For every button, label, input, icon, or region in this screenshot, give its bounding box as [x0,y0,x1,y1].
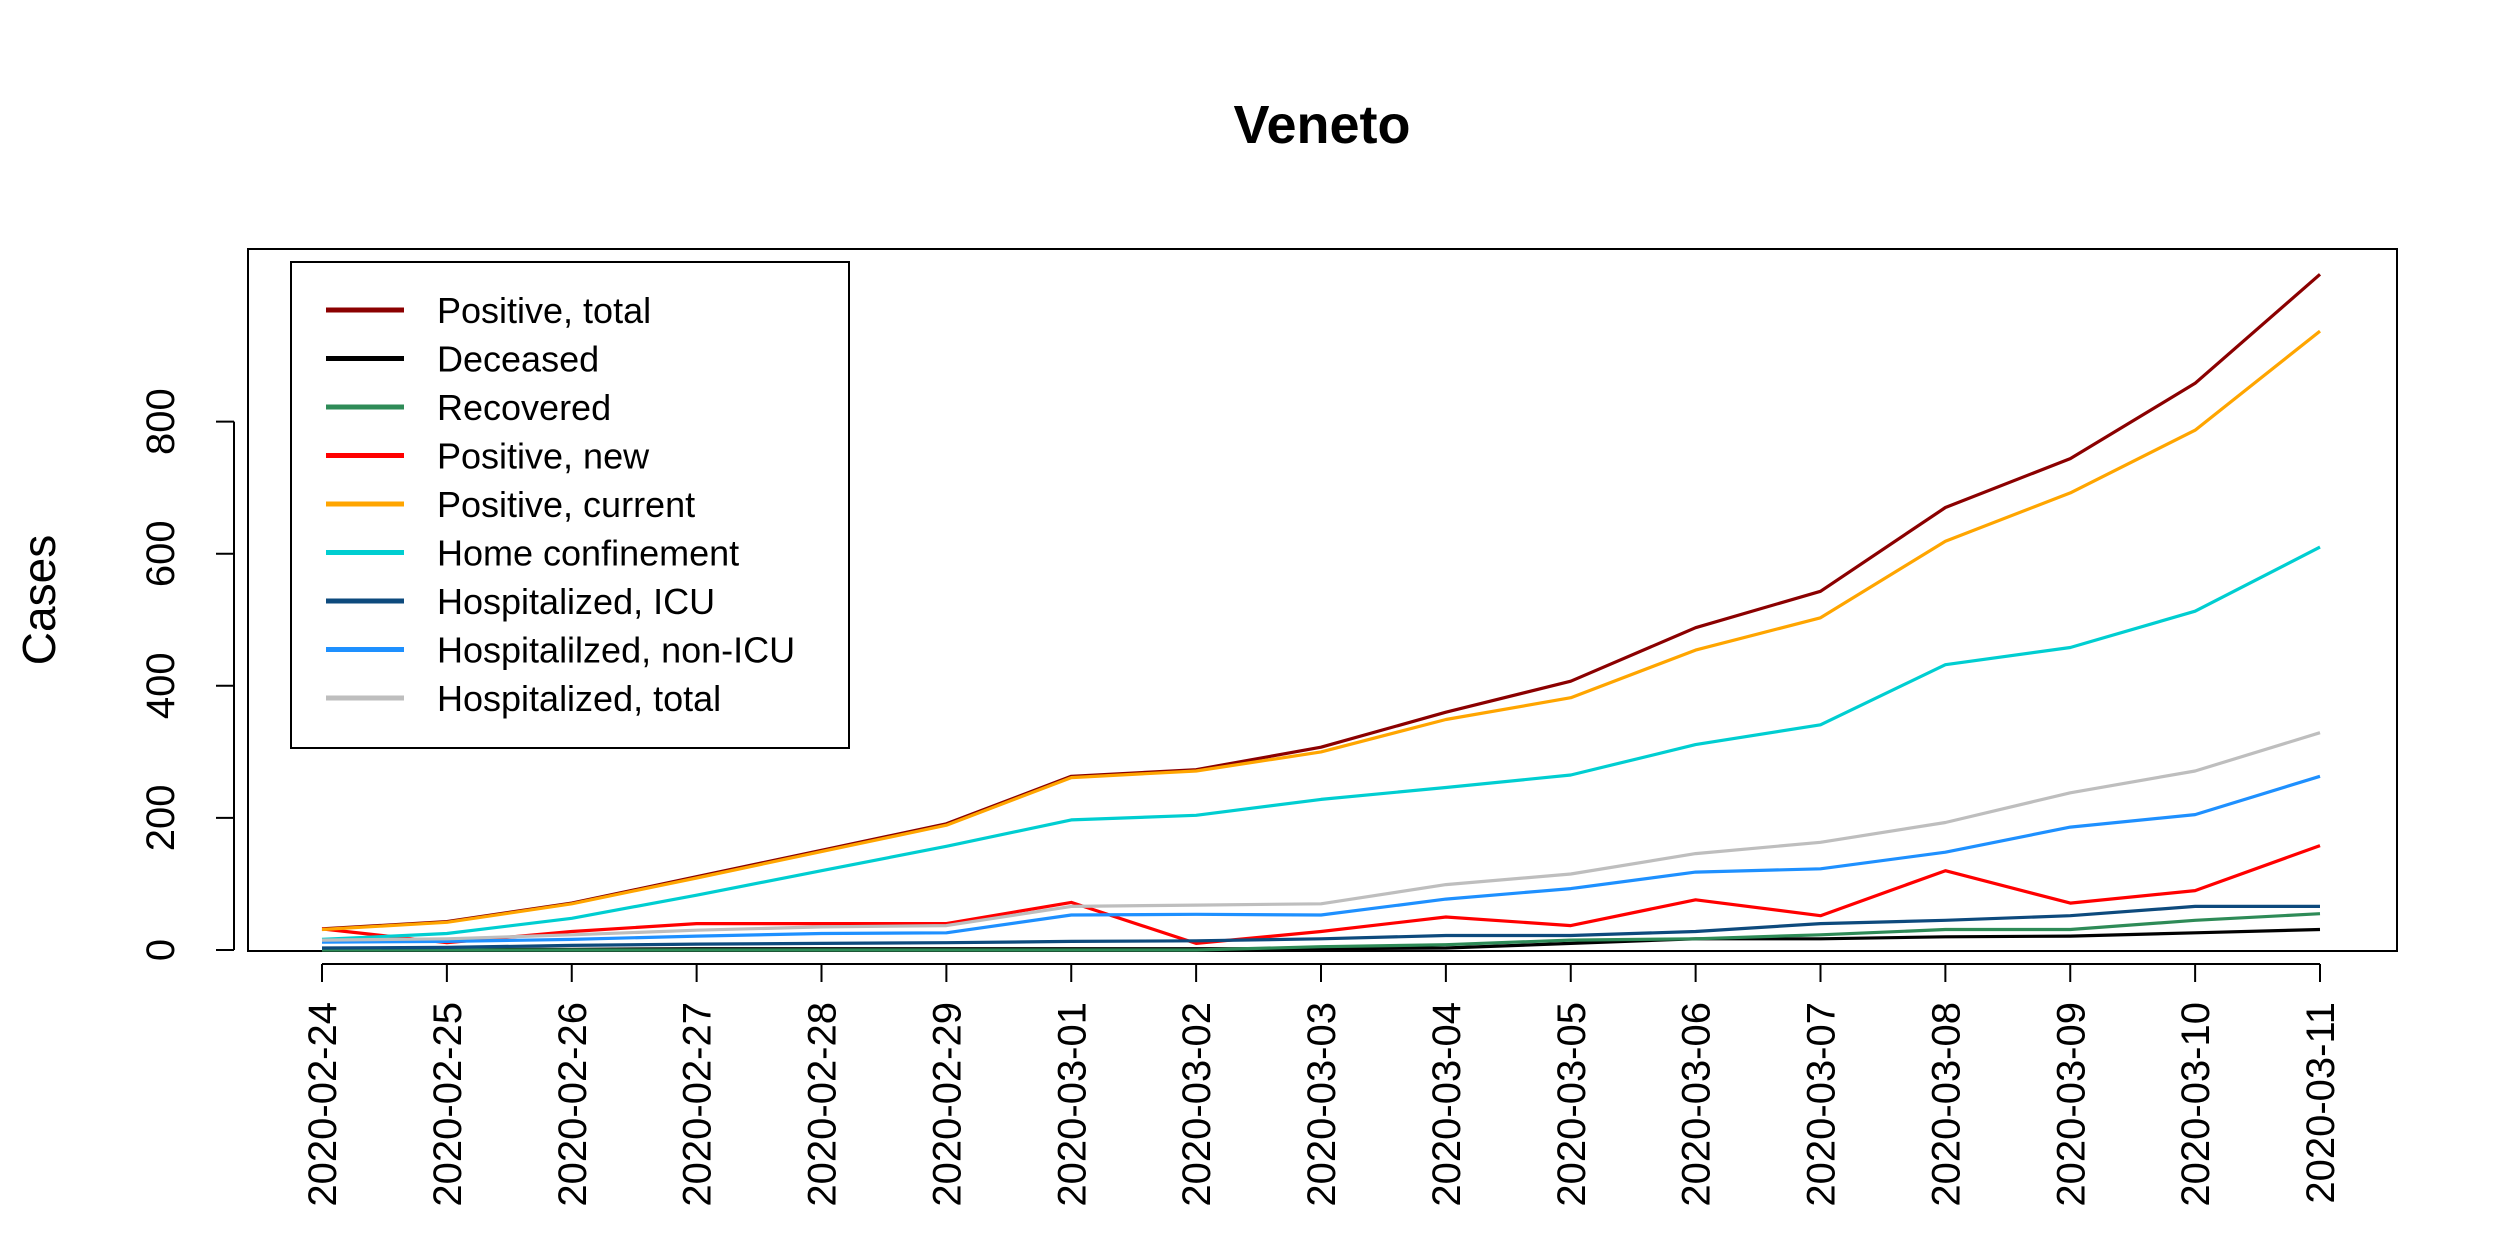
x-tick-label: 2020-02-24 [301,1002,345,1207]
x-tick-label: 2020-03-01 [1050,1002,1094,1207]
series-line-positive-current [321,329,2321,932]
x-tick-label: 2020-03-07 [1800,1002,1844,1207]
legend-label: Hospitalilzed, non-ICU [437,630,795,671]
plot-frame [247,248,2398,952]
legend: Positive, total Deceased Recovered Positive… [290,261,850,749]
x-tick-label: 2020-03-10 [2174,1002,2218,1207]
legend-label: Positive, total [437,290,651,331]
chart-title: Veneto [1233,95,1410,155]
y-tick-label: 0 [139,939,183,961]
legend-label: Recovered [437,387,611,428]
x-tick-label: 2020-03-06 [1675,1002,1719,1207]
x-tick-label: 2020-03-02 [1175,1002,1219,1207]
y-tick-label: 200 [139,785,183,852]
series-line-hospitalized-total [321,731,2321,942]
series-lines [321,273,2322,952]
x-tick-label: 2020-03-04 [1425,1002,1469,1207]
series-line-hospitalilzed-non-icu [321,774,2321,944]
x-tick-label: 2020-02-29 [925,1002,969,1207]
y-axis: 0 200 400 600 800 [139,388,235,961]
legend-label: Home confinement [437,533,739,574]
x-tick-label: 2020-03-08 [1924,1002,1968,1207]
series-line-recovered [322,912,2321,952]
x-tick-label: 2020-03-09 [2049,1002,2093,1207]
y-tick-label: 400 [139,652,183,719]
legend-label: Positive, current [437,484,695,525]
x-axis: 2020-02-24 2020-02-25 2020-02-26 2020-02-27… [301,963,2343,1207]
legend-label: Hospitalized, ICU [437,581,715,622]
x-tick-label: 2020-03-05 [1550,1002,1594,1207]
legend-label: Positive, new [437,436,650,477]
x-tick-label: 2020-02-26 [551,1002,595,1207]
legend-label: Hospitalized, total [437,678,721,719]
x-tick-label: 2020-02-25 [426,1002,470,1207]
x-tick-label: 2020-02-27 [676,1002,720,1207]
x-tick-label: 2020-03-11 [2299,1002,2343,1204]
series-line-positive-new [321,844,2321,946]
x-tick-label: 2020-02-28 [801,1002,845,1207]
x-tick-label: 2020-03-03 [1300,1002,1344,1207]
y-axis-title: Cases [13,535,65,665]
legend-label: Deceased [437,339,599,380]
y-tick-label: 600 [139,520,183,587]
y-tick-label: 800 [139,388,183,455]
series-line-hospitalized-icu [321,904,2320,950]
series-line-home-confinement [321,545,2321,941]
